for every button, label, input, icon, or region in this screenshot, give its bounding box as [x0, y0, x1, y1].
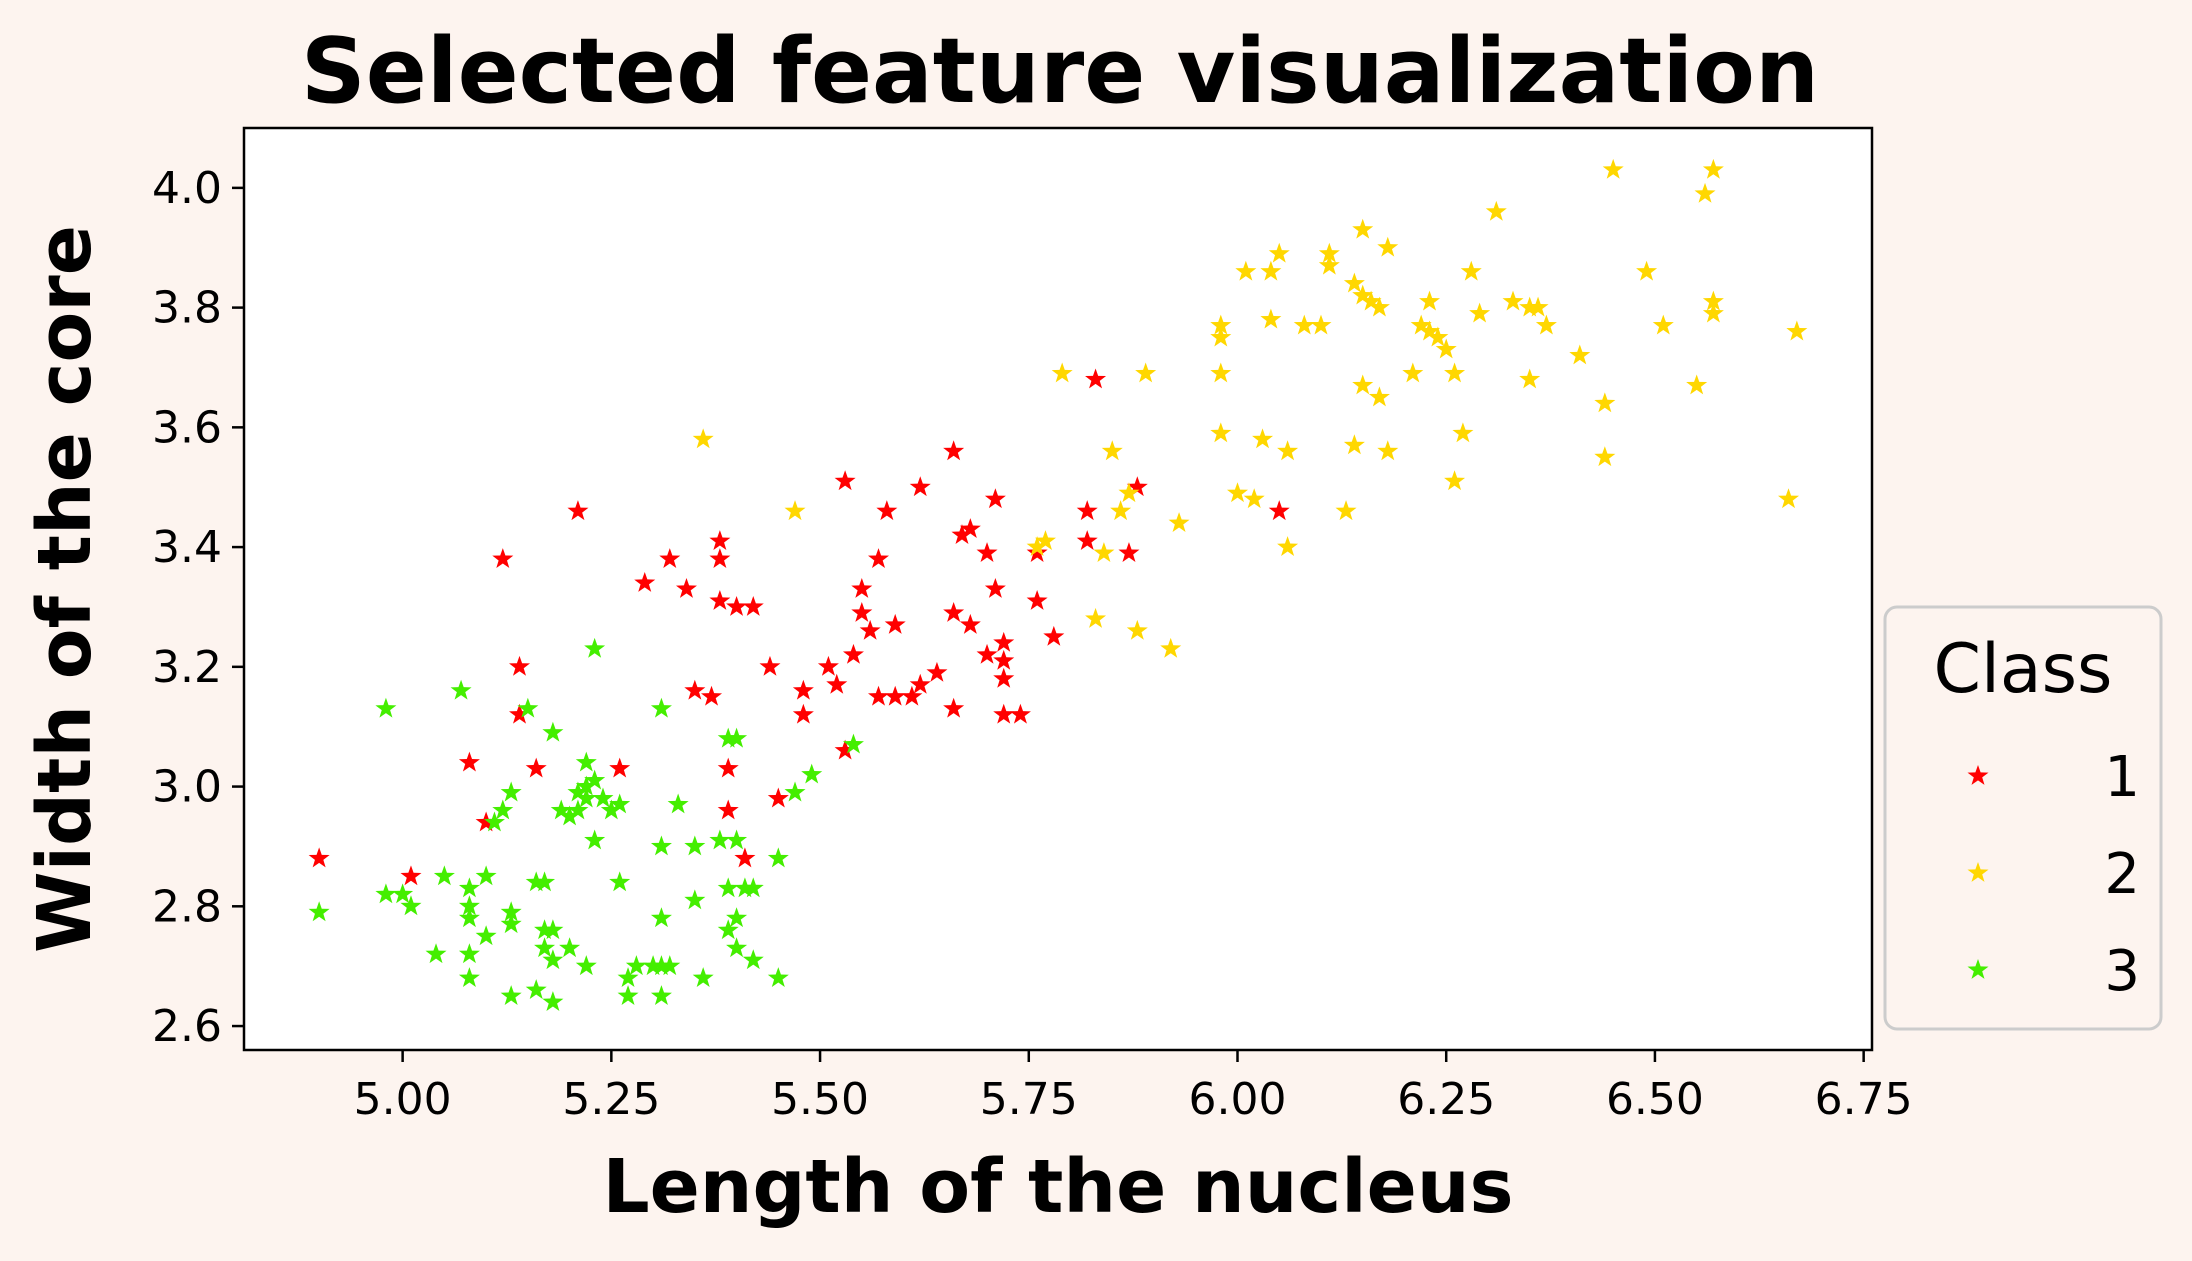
y-tick-label: 3.8	[152, 283, 222, 334]
y-tick-label: 3.4	[152, 522, 222, 573]
y-axis-ticks: 2.6 2.8 3.0 3.2 3.4 3.6 3.8 4.0	[152, 163, 244, 1052]
y-tick-label: 2.6	[152, 1001, 222, 1052]
x-tick-label: 6.50	[1606, 1074, 1704, 1125]
chart-title: Selected feature visualization	[301, 19, 1819, 124]
legend-title: Class	[1934, 630, 2113, 709]
legend-label-class-2: 2	[2104, 842, 2140, 907]
x-tick-label: 5.00	[354, 1074, 452, 1125]
legend-entries: 1 2 3	[1967, 745, 2140, 1004]
legend-label-class-3: 3	[2104, 939, 2140, 1004]
x-axis-label: Length of the nucleus	[602, 1144, 1513, 1230]
y-tick-label: 2.8	[152, 881, 222, 932]
x-tick-label: 5.50	[771, 1074, 869, 1125]
x-tick-label: 5.75	[980, 1074, 1078, 1125]
x-tick-label: 6.75	[1815, 1074, 1913, 1125]
y-tick-label: 3.2	[152, 642, 222, 693]
x-tick-label: 6.25	[1397, 1074, 1495, 1125]
y-axis-label: Width of the core	[22, 225, 108, 953]
legend-label-class-1: 1	[2104, 745, 2140, 810]
plot-area	[242, 126, 1874, 1052]
x-tick-label: 6.00	[1189, 1074, 1287, 1125]
y-tick-label: 3.6	[152, 402, 222, 453]
legend: Class 1 2 3	[1883, 605, 2163, 1031]
x-axis-ticks: 5.00 5.25 5.50 5.75 6.00 6.25 6.50 6.75	[354, 1050, 1913, 1125]
x-tick-label: 5.25	[562, 1074, 660, 1125]
y-tick-label: 4.0	[152, 163, 222, 214]
legend-box	[1883, 605, 2163, 1031]
y-tick-label: 3.0	[152, 762, 222, 813]
